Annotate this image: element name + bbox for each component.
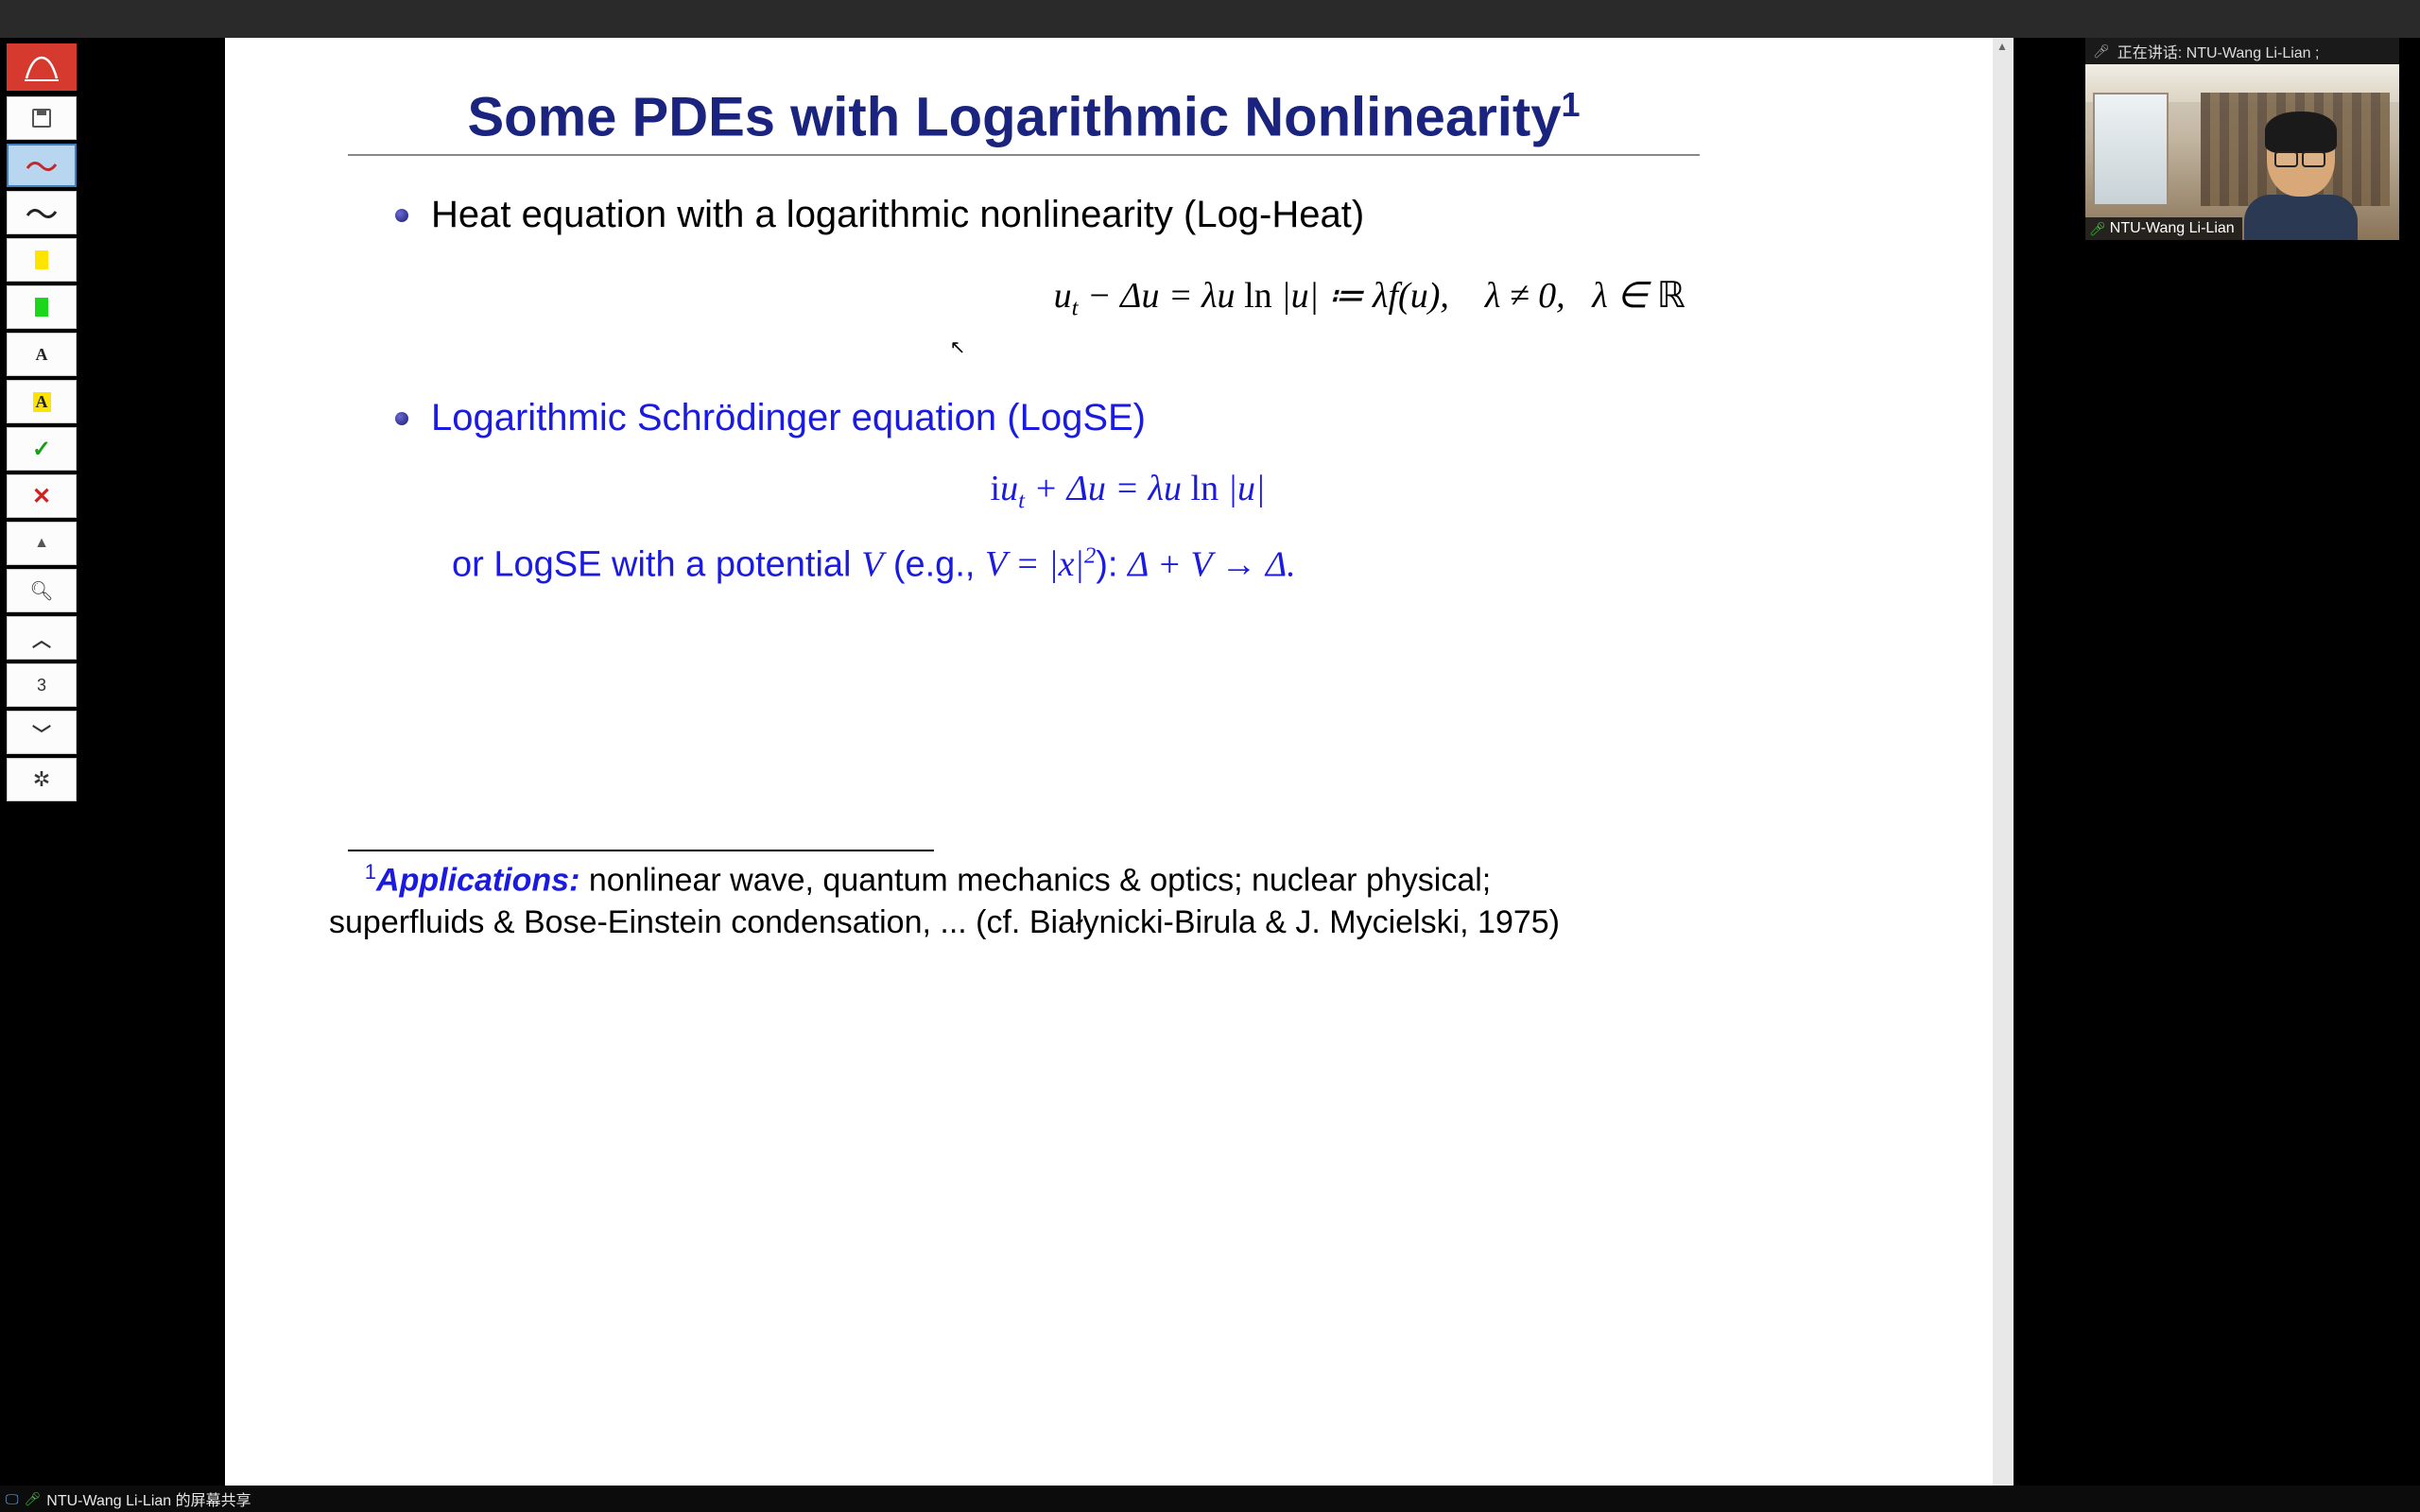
arrow-up-icon: ▲	[34, 535, 49, 552]
screen-share-text: NTU-Wang Li-Lian 的屏幕共享	[46, 1487, 251, 1510]
floppy-icon	[32, 109, 51, 128]
video-overlay: 🎤︎ 正在讲话: NTU-Wang Li-Lian ; 🎤︎ NTU-Wang …	[2085, 38, 2399, 240]
subtext-eg-close: ):	[1096, 544, 1128, 584]
bullet-1-text: Heat equation with a logarithmic nonline…	[431, 194, 1364, 236]
bullet-icon	[395, 209, 408, 222]
screen-share-icon: 🖵	[6, 1491, 19, 1507]
footnote-label: Applications:	[376, 863, 579, 899]
subtext-map: Δ + V → Δ.	[1128, 544, 1296, 584]
highlighter-yellow-tool[interactable]	[7, 238, 77, 282]
green-highlight-icon	[35, 298, 48, 317]
footnote-line1: nonlinear wave, quantum mechanics & opti…	[579, 863, 1491, 899]
pen-black-tool[interactable]	[7, 191, 77, 234]
window-top-bar	[0, 0, 2420, 38]
text-a-icon: A	[36, 345, 48, 365]
chevron-up-icon: ︿	[32, 625, 51, 652]
footnote-sup: 1	[365, 860, 376, 884]
x-icon: ✕	[32, 483, 51, 510]
save-button[interactable]	[7, 96, 77, 140]
pen-red-tool[interactable]	[7, 144, 77, 187]
bullet-2-row: Logarithmic Schrödinger equation (LogSE)	[395, 397, 1936, 439]
gear-icon: ✲	[33, 767, 50, 792]
text-tool[interactable]: A	[7, 333, 77, 376]
mic-on-icon: 🎤︎	[2089, 221, 2106, 237]
slide-title-sup: 1	[1561, 85, 1580, 124]
text-a-yellow-icon: A	[33, 392, 51, 412]
bullet-icon	[395, 412, 408, 425]
equation-2: iut + Δu = λu ln |u|	[320, 468, 1936, 515]
check-icon: ✓	[32, 436, 51, 463]
footnote: 1Applications: nonlinear wave, quantum m…	[329, 859, 1936, 943]
search-icon: 🔍︎	[29, 579, 53, 603]
video-person	[2238, 108, 2361, 240]
speaking-indicator: 🎤︎ 正在讲话: NTU-Wang Li-Lian ;	[2085, 38, 2399, 64]
subtext-prefix: or LogSE with a potential	[452, 544, 861, 584]
slide-content: Some PDEs with Logarithmic Nonlinearity1…	[225, 38, 1993, 1486]
video-bg-window	[2093, 93, 2169, 206]
subtext-eq: V = |x|2	[985, 544, 1096, 584]
app-logo	[7, 43, 77, 91]
subtext-V: V	[861, 544, 883, 584]
search-button[interactable]: 🔍︎	[7, 569, 77, 612]
next-page-button[interactable]: ﹀	[7, 711, 77, 754]
highlighter-green-tool[interactable]	[7, 285, 77, 329]
page-number-display[interactable]: 3	[7, 663, 77, 707]
vertical-scrollbar[interactable]	[1993, 38, 2014, 1486]
chevron-down-icon: ﹀	[32, 719, 51, 747]
logse-potential-text: or LogSE with a potential V (e.g., V = |…	[452, 543, 1936, 586]
speaking-label: 正在讲话: NTU-Wang Li-Lian ;	[2118, 40, 2320, 62]
reject-tool[interactable]: ✕	[7, 474, 77, 518]
collapse-up-button[interactable]: ▲	[7, 522, 77, 565]
left-margin	[83, 38, 225, 1486]
page-number-text: 3	[37, 676, 46, 696]
equation-1: ut − Δu = λu ln |u| ≔ λf(u), λ ≠ 0, λ ∈ …	[320, 274, 1936, 322]
slide-title: Some PDEs with Logarithmic Nonlinearity1	[348, 85, 1700, 156]
slide-title-text: Some PDEs with Logarithmic Nonlinearity	[467, 86, 1561, 147]
bullet-1-row: Heat equation with a logarithmic nonline…	[395, 194, 1936, 236]
subtext-eg-open: (e.g.,	[883, 544, 985, 584]
mouse-cursor: ↖	[225, 335, 1936, 359]
annotation-toolbar: A A ✓ ✕ ▲ 🔍︎ ︿ 3 ﹀ ✲	[0, 38, 83, 1486]
text-highlight-tool[interactable]: A	[7, 380, 77, 423]
approve-tool[interactable]: ✓	[7, 427, 77, 471]
footnote-rule	[348, 850, 934, 851]
slide-viewport: Some PDEs with Logarithmic Nonlinearity1…	[225, 38, 2420, 1486]
footnote-line2: superfluids & Bose-Einstein condensation…	[329, 904, 1560, 940]
black-wave-icon	[26, 204, 58, 221]
bottom-status-bar: 🖵 🎤︎ NTU-Wang Li-Lian 的屏幕共享	[0, 1486, 2420, 1512]
settings-button[interactable]: ✲	[7, 758, 77, 801]
participant-name-tag: 🎤︎ NTU-Wang Li-Lian	[2085, 217, 2242, 240]
mic-on-icon: 🎤︎	[25, 1491, 42, 1507]
red-wave-icon	[26, 157, 58, 174]
yellow-highlight-icon	[35, 250, 48, 269]
participant-name: NTU-Wang Li-Lian	[2110, 220, 2235, 237]
participant-video[interactable]: 🎤︎ NTU-Wang Li-Lian	[2085, 64, 2399, 240]
bullet-2-text: Logarithmic Schrödinger equation (LogSE)	[431, 397, 1146, 439]
prev-page-button[interactable]: ︿	[7, 616, 77, 660]
mic-muted-icon: 🎤︎	[2093, 43, 2110, 60]
main-area: A A ✓ ✕ ▲ 🔍︎ ︿ 3 ﹀ ✲ Some PDEs with Loga…	[0, 38, 2420, 1486]
